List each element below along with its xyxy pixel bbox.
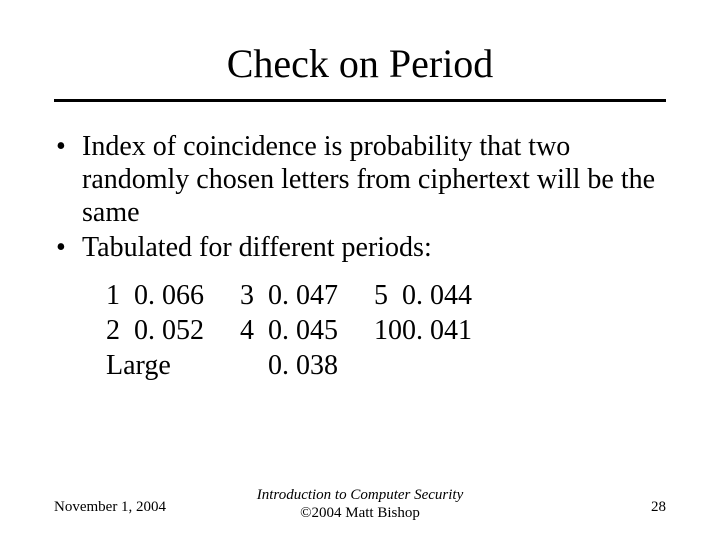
- cell-value: 0. 038: [268, 348, 374, 383]
- period-table: 1 0. 066 3 0. 047 5 0. 044 2 0. 052 4 0.…: [54, 278, 666, 383]
- cell-value: [402, 348, 508, 383]
- cell-period: 2: [106, 313, 134, 348]
- cell-value: 0. 066: [134, 278, 240, 313]
- cell-period: Large: [106, 348, 240, 383]
- cell-value: 0. 044: [402, 278, 508, 313]
- cell-period: 4: [240, 313, 268, 348]
- slide: Check on Period Index of coincidence is …: [0, 0, 720, 540]
- bullet-item: Index of coincidence is probability that…: [54, 130, 666, 229]
- cell-value: 0. 052: [134, 313, 240, 348]
- table: 1 0. 066 3 0. 047 5 0. 044 2 0. 052 4 0.…: [106, 278, 508, 383]
- slide-content: Index of coincidence is probability that…: [54, 130, 666, 383]
- cell-period: 10: [374, 313, 402, 348]
- cell-period: [240, 348, 268, 383]
- slide-title: Check on Period: [54, 40, 666, 102]
- footer: November 1, 2004 Introduction to Compute…: [54, 486, 666, 522]
- cell-period: [374, 348, 402, 383]
- cell-period: 5: [374, 278, 402, 313]
- cell-period: 3: [240, 278, 268, 313]
- cell-value: 0. 047: [268, 278, 374, 313]
- bullet-list: Index of coincidence is probability that…: [54, 130, 666, 264]
- cell-value: 0. 045: [268, 313, 374, 348]
- cell-period: 1: [106, 278, 134, 313]
- table-row: 1 0. 066 3 0. 047 5 0. 044: [106, 278, 508, 313]
- footer-page-number: 28: [651, 499, 666, 516]
- footer-date: November 1, 2004: [54, 499, 166, 516]
- bullet-item: Tabulated for different periods:: [54, 231, 666, 264]
- table-row: 2 0. 052 4 0. 045 10 0. 041: [106, 313, 508, 348]
- table-row: Large 0. 038: [106, 348, 508, 383]
- cell-value: 0. 041: [402, 313, 508, 348]
